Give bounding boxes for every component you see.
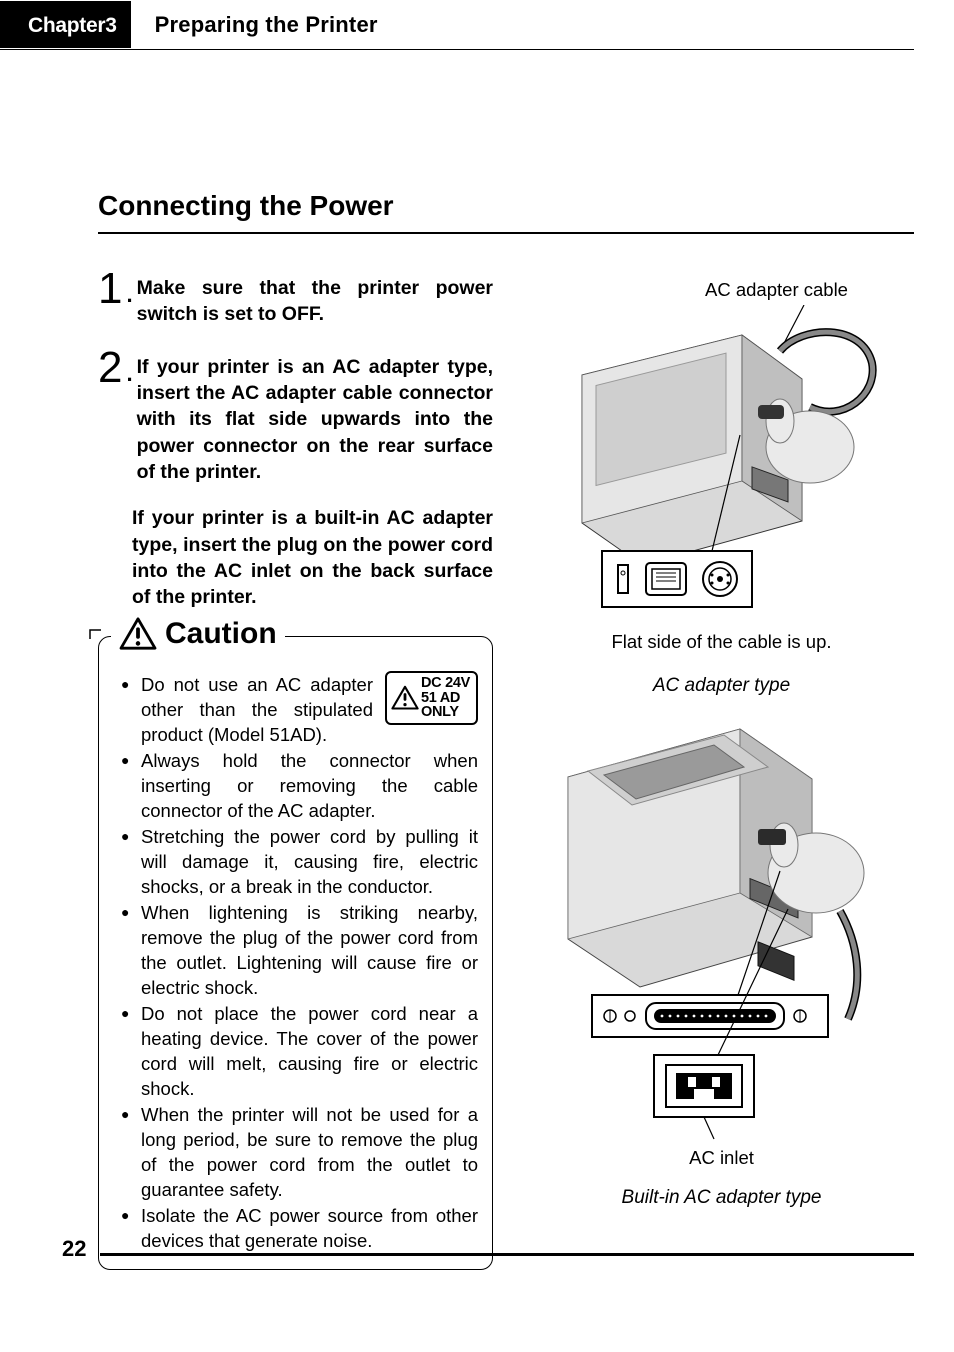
step-dot: . [126,361,132,387]
figure-caption-italic: Built-in AC adapter type [529,1187,914,1209]
step-1: 1 . Make sure that the printer power swi… [98,269,493,328]
figure-label: AC adapter cable [639,279,914,301]
content-area: Connecting the Power 1 . Make sure that … [98,190,914,1270]
step-dot: . [126,282,132,308]
dc-spec-text: DC 24V 51 AD ONLY [421,676,470,720]
caution-title-wrap: Caution [111,617,285,651]
chapter-badge: Chapter3 [0,1,131,48]
list-item: Isolate the AC power source from other d… [121,1204,478,1254]
step-paragraph: If your printer is a built-in AC adapter… [132,505,493,610]
list-item: Do not use an AC adapter other than the … [121,673,478,748]
right-column: AC adapter cable [529,269,914,1270]
step-number: 2 [98,348,122,388]
list-item: Stretching the power cord by pulling it … [121,825,478,900]
figure-caption: AC inlet [529,1147,914,1169]
figure-caption: Flat side of the cable is up. [529,631,914,653]
step-number: 1 [98,269,122,309]
left-column: 1 . Make sure that the printer power swi… [98,269,493,1270]
page-header: Chapter3 Preparing the Printer [0,0,914,50]
list-item: Do not place the power cord near a heati… [121,1002,478,1102]
caution-item-text: Do not use an AC adapter other than the … [141,673,373,748]
warning-triangle-icon [391,685,419,711]
chapter-title: Preparing the Printer [155,12,378,38]
list-item: When the printer will not be used for a … [121,1103,478,1203]
printer-ac-adapter-illustration [542,305,902,625]
corner-tick-icon [89,629,105,645]
caution-box: Caution Do not use an AC adapter other t… [98,636,493,1269]
step-text: If your printer is an AC adapter type, i… [137,354,493,486]
printer-builtin-illustration [542,711,902,1141]
caution-title: Caution [165,617,277,651]
section-heading: Connecting the Power [98,190,914,234]
figure-builtin-adapter: AC inlet Built-in AC adapter type [529,711,914,1209]
step-text: Make sure that the printer power switch … [137,275,493,328]
step-2: 2 . If your printer is an AC adapter typ… [98,348,493,611]
page-number: 22 [62,1236,86,1262]
caution-list: Do not use an AC adapter other than the … [121,673,478,1253]
list-item: Always hold the connector when inserting… [121,749,478,824]
dc-spec-box: DC 24V 51 AD ONLY [385,671,478,725]
warning-triangle-icon [119,617,157,651]
figure-ac-adapter: AC adapter cable [529,279,914,659]
figure-caption-italic: AC adapter type [529,675,914,697]
footer-rule [100,1253,914,1256]
list-item: When lightening is striking nearby, remo… [121,901,478,1001]
